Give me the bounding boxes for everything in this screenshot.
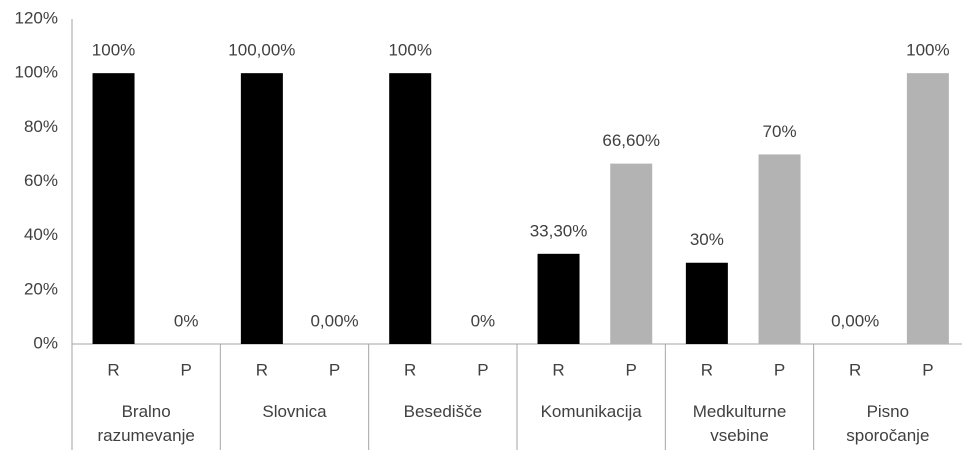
y-tick-label: 60%: [24, 171, 58, 190]
x-group-label: Komunikacija: [540, 402, 642, 421]
data-label: 0%: [471, 311, 496, 330]
bar: [610, 163, 653, 344]
y-tick-label: 0%: [33, 333, 58, 352]
x-subcategory-label: R: [404, 360, 416, 379]
x-subcategory-label: P: [329, 360, 340, 379]
y-tick-label: 100%: [15, 63, 58, 82]
y-tick-label: 80%: [24, 117, 58, 136]
x-subcategory-label: P: [922, 360, 933, 379]
data-label: 100,00%: [228, 41, 295, 60]
x-group-label: Slovnica: [262, 402, 327, 421]
data-label: 0,00%: [310, 311, 358, 330]
x-subcategory-label: P: [774, 360, 785, 379]
x-subcategory-label: R: [552, 360, 564, 379]
bar: [537, 253, 580, 344]
x-subcategory-label: R: [256, 360, 268, 379]
bar: [906, 73, 949, 345]
x-group-label: Bralno razumevanje: [97, 402, 195, 445]
data-label: 0%: [174, 311, 199, 330]
bar: [92, 73, 135, 345]
data-label: 0,00%: [831, 311, 879, 330]
x-subcategory-label: R: [849, 360, 861, 379]
x-subcategory-label: R: [701, 360, 713, 379]
x-subcategory-label: P: [477, 360, 488, 379]
y-tick-label: 120%: [15, 8, 58, 27]
bar: [685, 262, 728, 344]
data-label: 33,30%: [530, 221, 588, 240]
data-label: 100%: [906, 41, 949, 60]
x-group-label: Besedišče: [403, 402, 483, 421]
x-group-label: Medkulturne vsebine: [692, 402, 787, 445]
data-label: 30%: [690, 230, 724, 249]
y-tick-label: 20%: [24, 279, 58, 298]
data-label: 66,60%: [602, 131, 660, 150]
x-subcategory-label: P: [181, 360, 192, 379]
y-tick-label: 40%: [24, 225, 58, 244]
x-group-label: Pisno sporočanje: [846, 402, 930, 445]
bar: [389, 73, 432, 345]
x-subcategory-label: R: [107, 360, 119, 379]
data-label: 100%: [92, 41, 135, 60]
data-label: 70%: [763, 122, 797, 141]
bar: [758, 154, 801, 344]
data-label: 100%: [388, 41, 431, 60]
bar: [240, 73, 283, 345]
x-subcategory-label: P: [626, 360, 637, 379]
